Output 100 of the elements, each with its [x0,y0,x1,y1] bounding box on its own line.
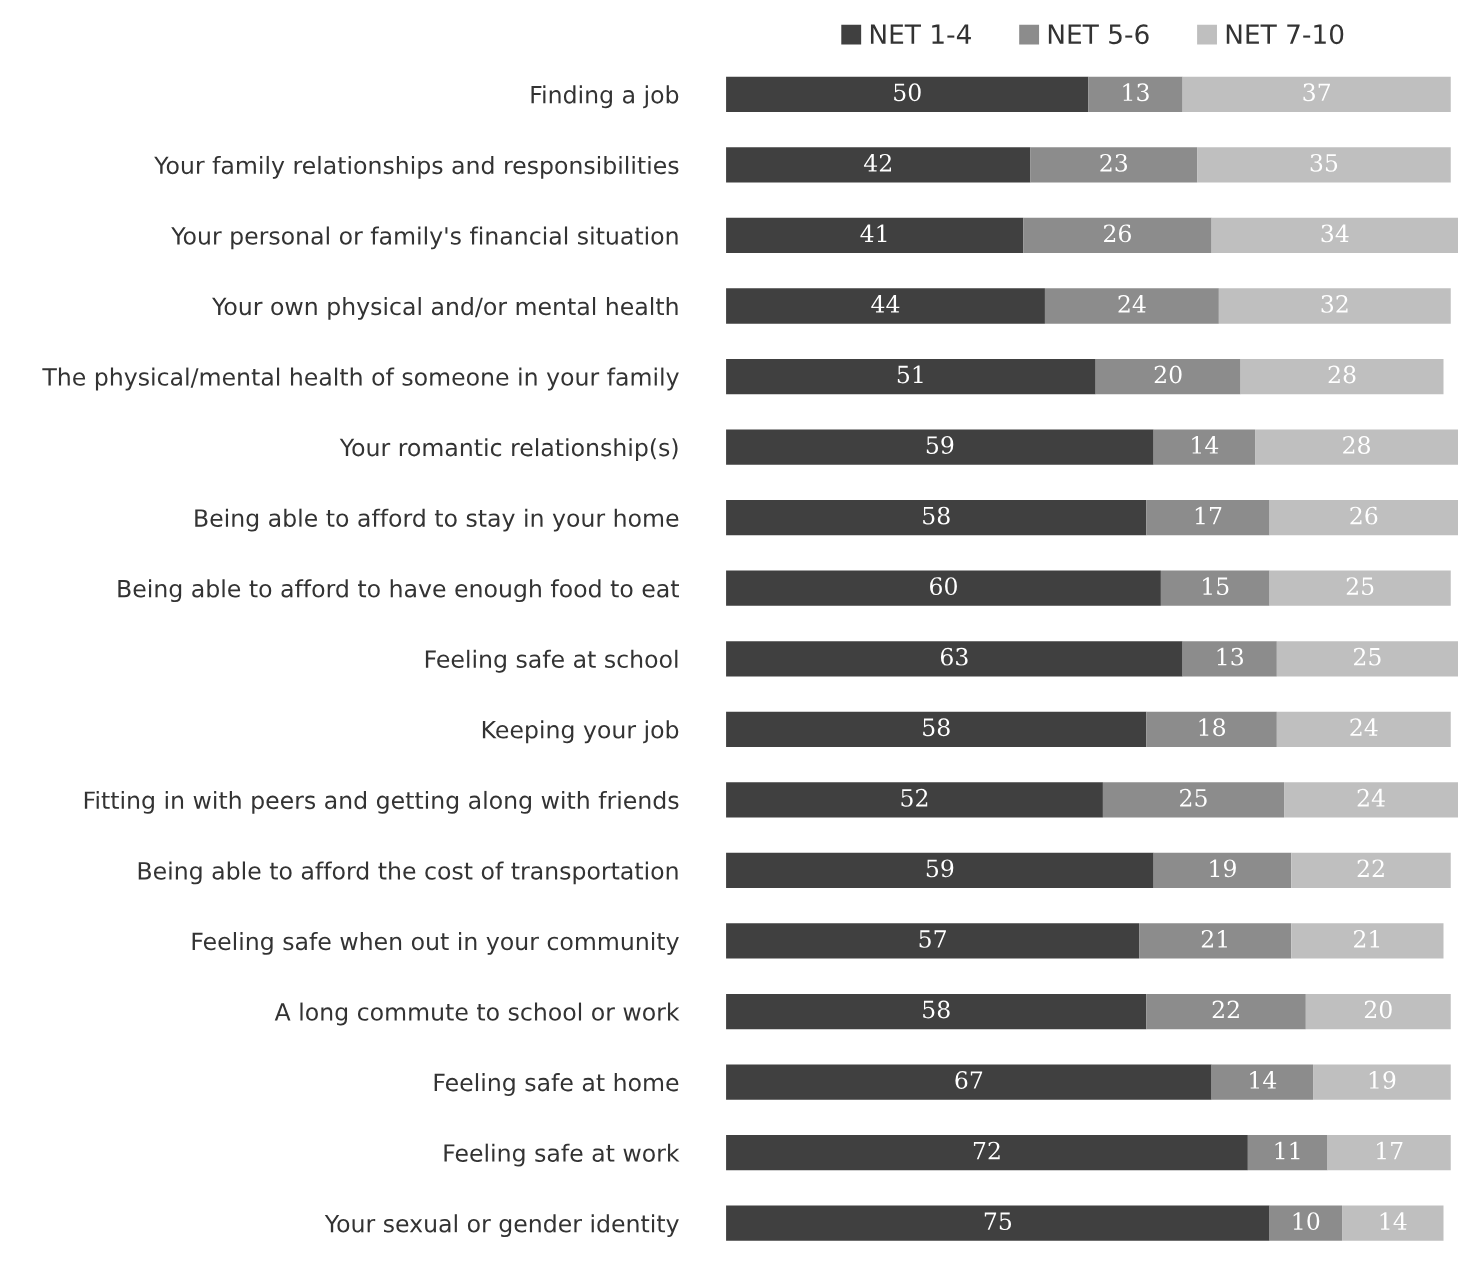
y-tick-label: Your romantic relationship(s) [339,438,678,461]
y-tick-label: Feeling safe at school [425,649,678,673]
data-label: 42 [863,153,891,172]
data-label: 26 [1103,224,1131,243]
bar [1291,923,1444,959]
bar [726,147,1031,183]
bar [1139,923,1292,959]
data-label: 25 [1346,577,1374,596]
data-label: 25 [1180,788,1207,807]
bar [1211,217,1458,254]
data-label: 14 [1250,1071,1277,1089]
bar [726,1064,1212,1100]
bar [1269,500,1458,536]
bar [1023,217,1212,254]
data-label: 75 [984,1212,1012,1231]
data-label: 14 [1380,1212,1407,1230]
bar [1197,147,1451,183]
bar [1342,1205,1444,1241]
bar [1276,711,1451,747]
data-label: 21 [1201,929,1227,948]
data-label: 58 [923,1000,950,1019]
y-tick-label: Keeping your job [482,720,679,744]
bar [1146,993,1306,1030]
data-label: 22 [1357,859,1384,877]
bar [1153,429,1256,465]
bar [726,358,1096,395]
data-label: 67 [955,1071,983,1089]
bar [726,641,1183,677]
data-label: 57 [919,930,946,948]
data-label: 13 [1217,647,1243,666]
y-tick-label: Finding a job [531,85,679,109]
y-tick-label: The physical/mental health of someone in your family [42,367,679,391]
bar [726,570,1161,606]
bar [1276,641,1458,677]
data-label: 17 [1377,1141,1403,1160]
bar [1153,852,1292,889]
bar [1102,782,1285,818]
y-tick-label: Feeling safe when out in your community [192,932,679,955]
data-label: 15 [1203,577,1229,596]
bar [726,782,1103,818]
data-label: 26 [1350,506,1378,525]
bar [726,852,1154,889]
bar [1255,429,1458,465]
y-tick-label: A long commute to school or work [274,1002,680,1026]
data-label: 25 [1353,647,1381,666]
data-label: 72 [973,1141,1000,1160]
bar [1160,570,1270,606]
y-tick-label: Your family relationships and responsibilities [154,155,679,179]
bar [1182,76,1451,112]
data-label: 13 [1123,83,1149,102]
data-label: 52 [901,788,928,807]
bar [726,500,1147,536]
bar [1218,288,1451,324]
data-label: 17 [1195,506,1222,525]
y-tick-label: Your personal or family's financial situation [171,226,678,250]
legend-label: NET 5-6 [1048,24,1149,45]
y-tick-label: Feeling safe at work [444,1143,680,1167]
y-tick-label: Being able to afford to have enough food to eat [118,579,679,603]
data-label: 23 [1100,153,1128,172]
bar [1313,1064,1451,1100]
bar [1291,852,1451,889]
y-tick-label: Your sexual or gender identity [324,1214,679,1238]
data-label: 21 [1353,929,1380,948]
y-tick-label: Feeling safe at home [434,1073,679,1096]
data-label: 10 [1293,1212,1320,1231]
data-label: 37 [1303,83,1330,102]
legend-label: NET 1-4 [870,24,971,44]
data-label: 41 [860,224,887,242]
bar [726,76,1089,112]
data-label: 58 [923,718,950,737]
data-label: 50 [894,83,921,102]
data-label: 24 [1357,788,1385,807]
data-label: 22 [1212,1000,1239,1019]
y-tick-label: Being able to afford to stay in your home [195,508,679,532]
bar [726,429,1154,465]
bar [1327,1135,1451,1171]
bar [726,923,1140,959]
data-label: 59 [926,436,954,454]
legend-label: NET 7-10 [1226,24,1344,45]
bar [726,993,1147,1030]
bar [1030,147,1198,183]
data-label: 35 [1310,153,1338,172]
y-tick-label: Your own physical and/or mental health [212,297,678,320]
bar [1305,993,1451,1030]
bar [1146,711,1277,747]
data-label: 14 [1192,436,1219,454]
data-label: 19 [1369,1071,1396,1089]
bar [726,1205,1270,1241]
bar [1240,358,1444,395]
bar [1284,782,1458,818]
bar [1044,288,1219,324]
bar [726,288,1045,324]
bar [1146,500,1270,536]
data-label: 63 [940,647,968,666]
data-label: 28 [1343,436,1370,454]
y-tick-label: Fitting in with peers and getting along with friends [84,790,679,814]
data-label: 20 [1364,1000,1392,1019]
data-label: 59 [926,859,954,878]
data-label: 51 [897,365,923,384]
bar [1269,570,1451,606]
